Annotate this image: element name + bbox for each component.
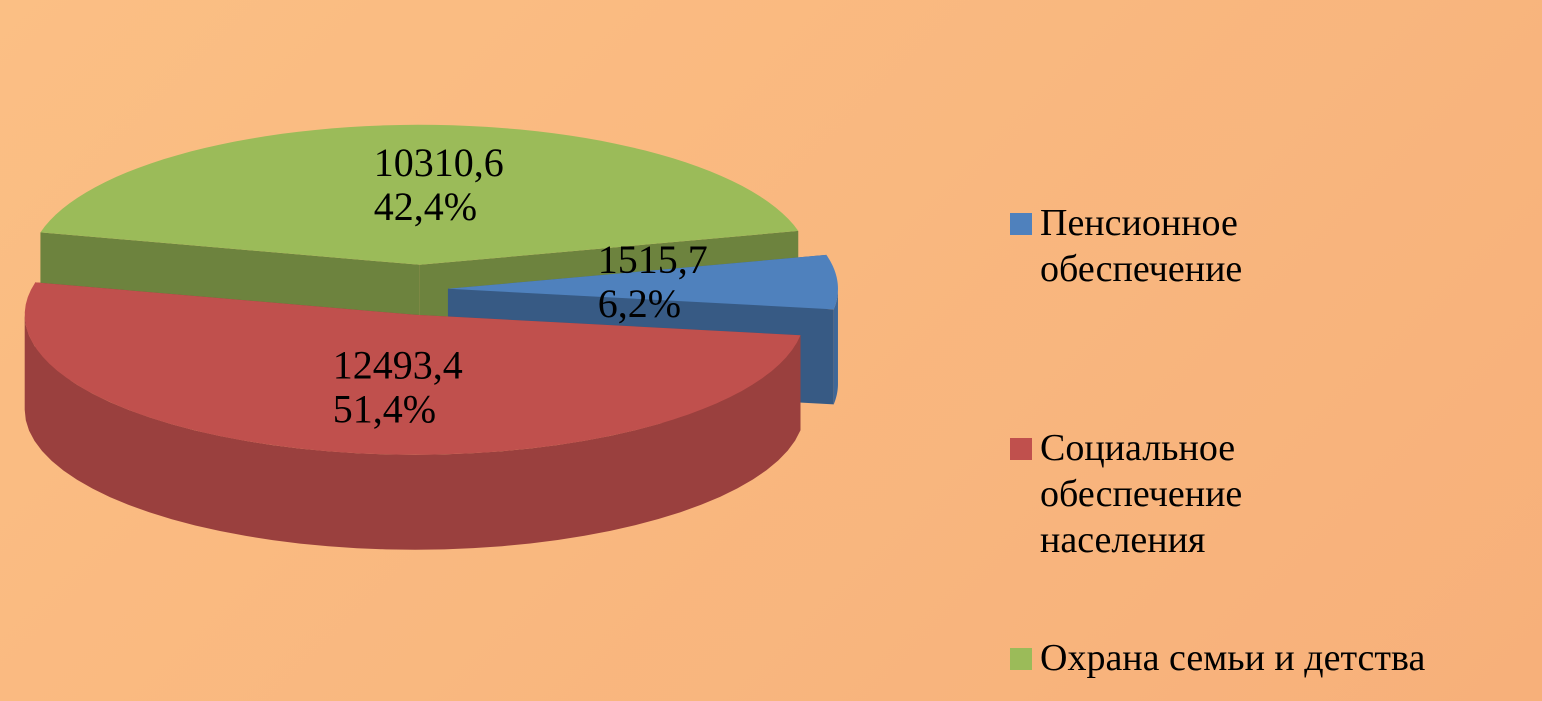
legend-item: Охрана семьи и детства bbox=[1010, 635, 1540, 681]
slice-wall bbox=[24, 314, 801, 550]
legend-swatch bbox=[1010, 213, 1032, 235]
data-label: 12493,4 bbox=[333, 342, 463, 387]
chart: 10310,642,4% 1515,76,2% 12493,451,4% bbox=[24, 124, 838, 550]
legend: Пенсионное обеспечение Социальное обеспеч… bbox=[1010, 0, 1530, 701]
legend-label: Охрана семьи и детства bbox=[1040, 637, 1426, 679]
legend-label: Социальное обеспечение населения bbox=[1040, 427, 1243, 561]
legend-item: Социальное обеспечение населения bbox=[1010, 425, 1540, 563]
data-label: 42,4% bbox=[374, 184, 477, 229]
legend-item: Пенсионное обеспечение bbox=[1010, 200, 1540, 292]
legend-swatch bbox=[1010, 648, 1032, 670]
data-label: 6,2% bbox=[598, 281, 681, 326]
data-label: 10310,6 bbox=[374, 140, 504, 185]
slice bbox=[447, 254, 838, 310]
slice-wall bbox=[833, 288, 838, 405]
slice bbox=[24, 282, 801, 455]
slice bbox=[40, 124, 799, 265]
legend-swatch bbox=[1010, 438, 1032, 460]
data-label: 51,4% bbox=[333, 386, 436, 431]
data-label: 1515,7 bbox=[598, 237, 708, 282]
legend-label: Пенсионное обеспечение bbox=[1040, 202, 1243, 290]
